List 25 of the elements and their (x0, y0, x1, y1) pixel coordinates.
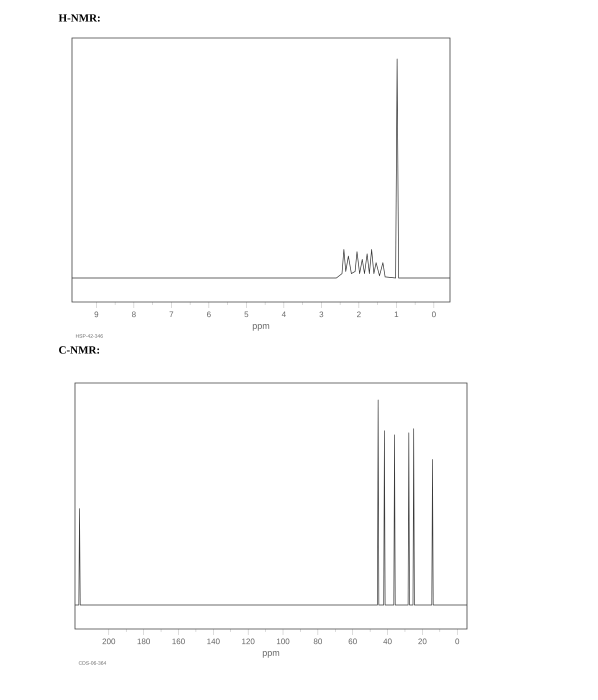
x-tick-label: 6 (207, 312, 211, 318)
x-tick-label: 5 (244, 312, 248, 318)
x-tick-label: 3 (319, 312, 324, 318)
x-tick-label: 120 (242, 638, 255, 644)
x-tick-label: 40 (383, 638, 392, 644)
x-tick-label: 2 (357, 312, 361, 318)
x-tick-label: 7 (170, 312, 174, 318)
x-tick-label: 200 (102, 638, 116, 644)
x-tick-label: 140 (207, 638, 220, 644)
x-tick-label: 9 (94, 312, 98, 318)
x-axis-title: ppm (252, 324, 270, 331)
x-axis-title: ppm (262, 651, 280, 658)
x-tick-label: 4 (282, 312, 286, 318)
chart-title: C-NMR: (59, 346, 100, 354)
x-tick-label: 1 (394, 312, 398, 318)
x-tick-label: 60 (348, 638, 357, 644)
x-tick-label: 80 (314, 638, 322, 644)
chart-title: H-NMR: (58, 14, 100, 22)
x-tick-label: 100 (276, 638, 290, 644)
x-tick-label: 180 (138, 638, 150, 644)
x-tick-label: 160 (172, 638, 185, 644)
x-tick-label: 0 (432, 312, 436, 318)
x-tick-label: 8 (132, 312, 136, 318)
x-tick-label: 20 (418, 638, 427, 644)
x-tick-label: 0 (455, 638, 460, 644)
